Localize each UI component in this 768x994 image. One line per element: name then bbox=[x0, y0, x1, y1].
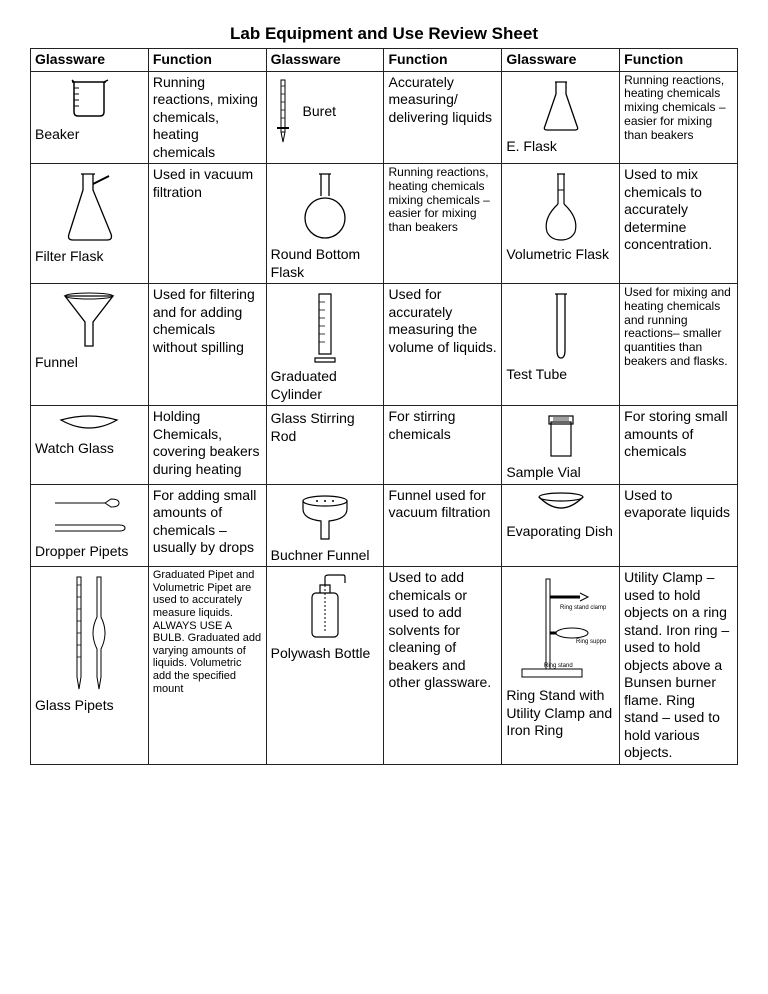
item-label: Volumetric Flask bbox=[506, 246, 615, 264]
col-header: Function bbox=[148, 49, 266, 72]
erlenmeyer-flask-icon bbox=[539, 78, 583, 134]
item-label: Ring Stand with Utility Clamp and Iron R… bbox=[506, 687, 615, 740]
function-text: Used for accurately measuring the volume… bbox=[384, 284, 502, 406]
page-title: Lab Equipment and Use Review Sheet bbox=[30, 24, 738, 44]
function-text: Utility Clamp – used to hold objects on … bbox=[620, 567, 738, 765]
svg-text:Ring stand: Ring stand bbox=[544, 663, 573, 669]
beaker-icon bbox=[66, 78, 112, 122]
function-text: Used to evaporate liquids bbox=[620, 484, 738, 567]
sample-vial-icon bbox=[543, 412, 579, 460]
col-header: Function bbox=[384, 49, 502, 72]
function-text: For storing small amounts of chemicals bbox=[620, 406, 738, 485]
function-text: Running reactions, heating chemicals mix… bbox=[384, 164, 502, 284]
col-header: Function bbox=[620, 49, 738, 72]
item-label: E. Flask bbox=[506, 138, 615, 156]
test-tube-icon bbox=[549, 290, 573, 362]
polywash-bottle-icon bbox=[300, 573, 350, 641]
item-label: Watch Glass bbox=[35, 440, 144, 458]
function-text: Holding Chemicals, covering beakers duri… bbox=[148, 406, 266, 485]
item-label: Graduated Cylinder bbox=[271, 368, 380, 403]
function-text: Used for mixing and heating chemicals an… bbox=[620, 284, 738, 406]
svg-text:Ring stand clamp: Ring stand clamp bbox=[560, 605, 606, 611]
table-row: Dropper Pipets For adding small amounts … bbox=[31, 484, 738, 567]
table-row: Watch Glass Holding Chemicals, covering … bbox=[31, 406, 738, 485]
funnel-icon bbox=[61, 290, 117, 350]
table-row: Funnel Used for filtering and for adding… bbox=[31, 284, 738, 406]
function-text: Accurately measuring/ delivering liquids bbox=[384, 71, 502, 164]
item-label: Sample Vial bbox=[506, 464, 615, 482]
item-label: Evaporating Dish bbox=[506, 523, 615, 541]
item-label: Glass Pipets bbox=[35, 697, 144, 715]
function-text: Graduated Pipet and Volumetric Pipet are… bbox=[148, 567, 266, 765]
function-text: Running reactions, mixing chemicals, hea… bbox=[148, 71, 266, 164]
function-text: Funnel used for vacuum filtration bbox=[384, 484, 502, 567]
item-label: Filter Flask bbox=[35, 248, 144, 266]
function-text: Used in vacuum filtration bbox=[148, 164, 266, 284]
col-header: Glassware bbox=[31, 49, 149, 72]
dropper-pipets-icon bbox=[49, 491, 129, 539]
item-label: Glass Stirring Rod bbox=[271, 410, 380, 445]
item-label: Polywash Bottle bbox=[271, 645, 380, 663]
item-label: Buret bbox=[303, 103, 336, 121]
table-row: Filter Flask Used in vacuum filtration R… bbox=[31, 164, 738, 284]
item-label: Beaker bbox=[35, 126, 144, 144]
table-row: Beaker Running reactions, mixing chemica… bbox=[31, 71, 738, 164]
filter-flask-icon bbox=[61, 170, 117, 244]
item-label: Dropper Pipets bbox=[35, 543, 144, 561]
item-label: Round Bottom Flask bbox=[271, 246, 380, 281]
item-label: Test Tube bbox=[506, 366, 615, 384]
watch-glass-icon bbox=[57, 412, 121, 436]
svg-text:Ring support: Ring support bbox=[576, 639, 606, 645]
function-text: For stirring chemicals bbox=[384, 406, 502, 485]
function-text: Used to add chemicals or used to add sol… bbox=[384, 567, 502, 765]
ring-stand-icon: Ring stand clamp Ring support Ring stand bbox=[516, 573, 606, 683]
item-label: Buchner Funnel bbox=[271, 547, 380, 565]
item-label: Funnel bbox=[35, 354, 144, 372]
round-bottom-flask-icon bbox=[301, 170, 349, 242]
buret-icon bbox=[271, 78, 295, 148]
table-row: Glass Pipets Graduated Pipet and Volumet… bbox=[31, 567, 738, 765]
function-text: Used to mix chemicals to accurately dete… bbox=[620, 164, 738, 284]
graduated-cylinder-icon bbox=[311, 290, 339, 364]
function-text: Used for filtering and for adding chemic… bbox=[148, 284, 266, 406]
function-text: Running reactions, heating chemicals mix… bbox=[620, 71, 738, 164]
glass-pipets-icon bbox=[65, 573, 113, 693]
evaporating-dish-icon bbox=[535, 491, 587, 519]
buchner-funnel-icon bbox=[297, 491, 353, 543]
equipment-table: Glassware Function Glassware Function Gl… bbox=[30, 48, 738, 765]
col-header: Glassware bbox=[266, 49, 384, 72]
volumetric-flask-icon bbox=[539, 170, 583, 242]
col-header: Glassware bbox=[502, 49, 620, 72]
function-text: For adding small amounts of chemicals – … bbox=[148, 484, 266, 567]
